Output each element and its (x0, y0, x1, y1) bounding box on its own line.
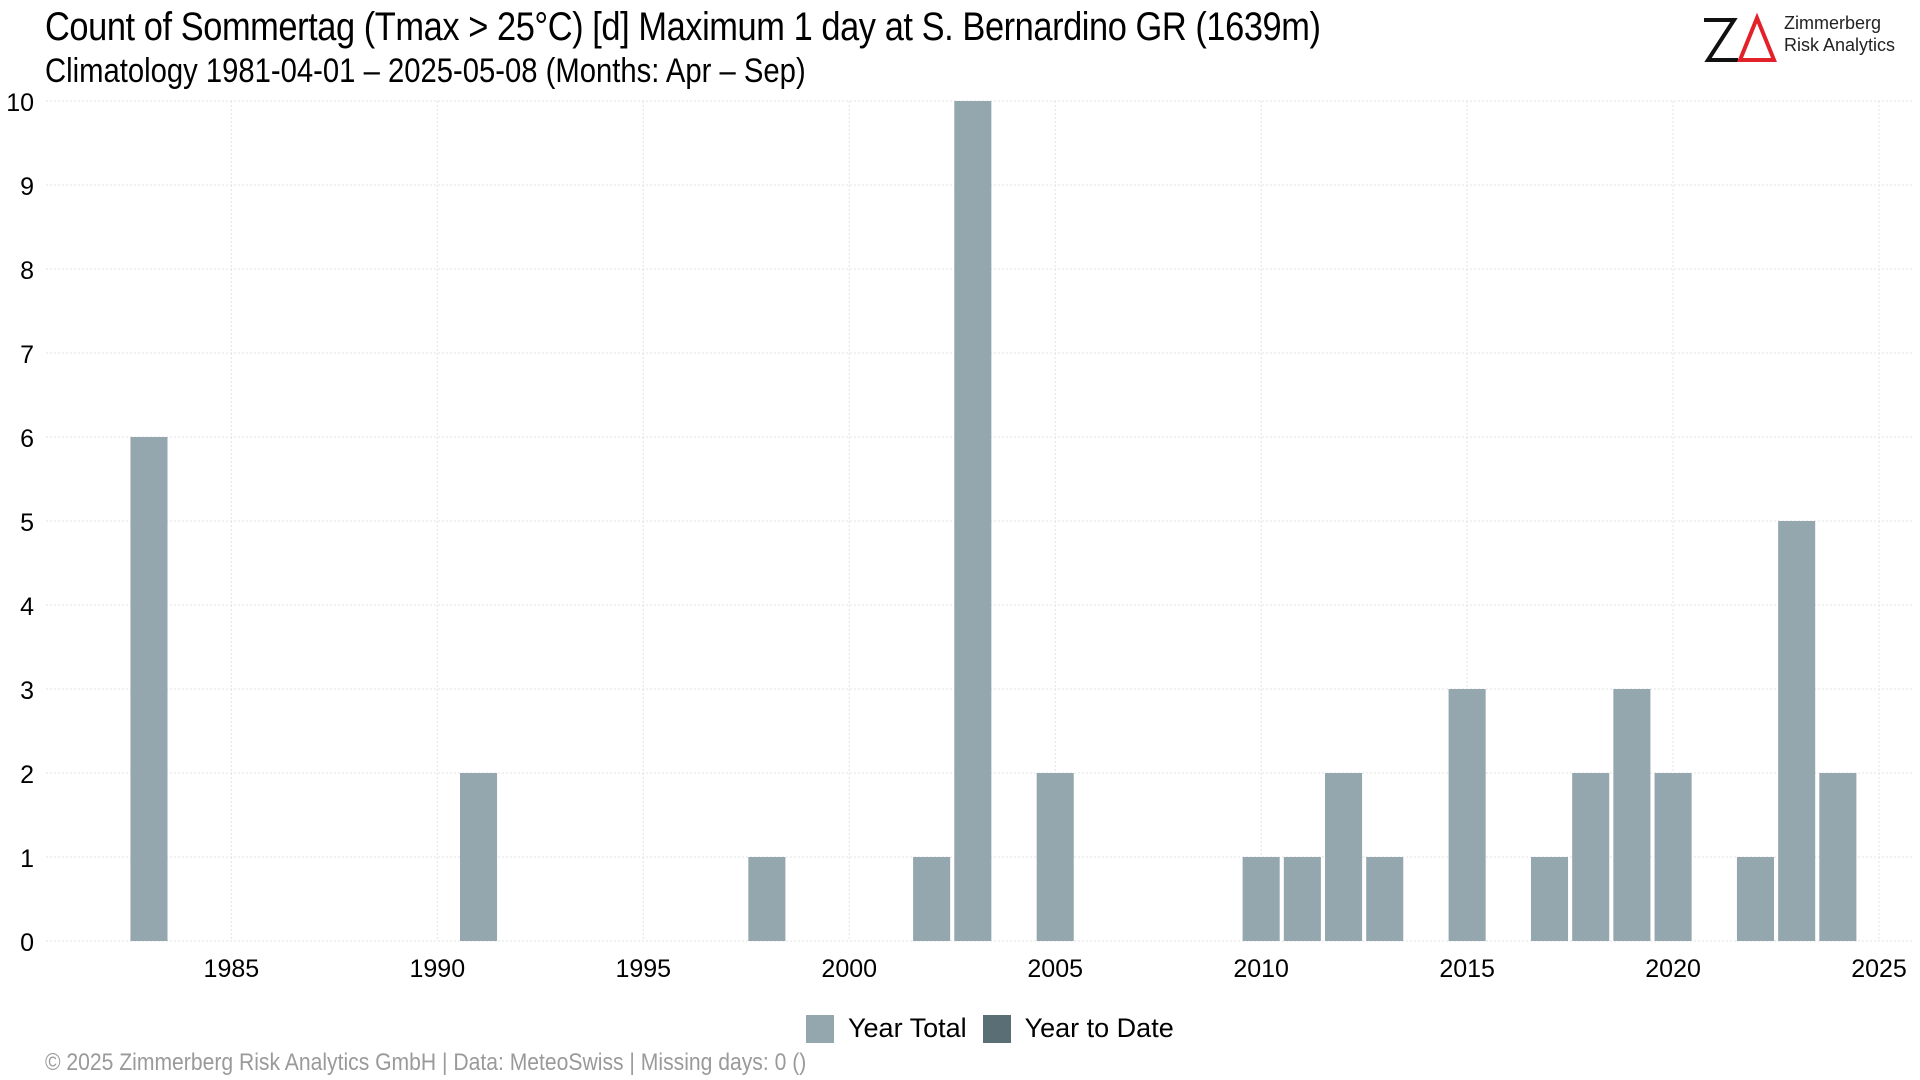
x-tick-label: 2010 (1233, 955, 1289, 983)
y-axis-ticks: 0 1 2 3 4 5 6 7 8 9 10 (6, 89, 34, 957)
bar-2024 (1819, 773, 1857, 941)
y-tick-label: 6 (20, 425, 34, 453)
x-tick-label: 2000 (821, 955, 877, 983)
x-tick-label: 1985 (204, 955, 260, 983)
y-tick-label: 9 (20, 173, 34, 201)
logo-z-mark (1704, 18, 1738, 62)
bar-2011 (1283, 857, 1321, 941)
legend-item-year-to-date: Year to Date (982, 1013, 1174, 1044)
bar-2017 (1530, 857, 1569, 941)
x-tick-label: 2025 (1851, 955, 1907, 983)
company-logo (1704, 12, 1777, 62)
x-tick-label: 2015 (1439, 955, 1495, 983)
legend-item-year-total: Year Total (806, 1013, 967, 1044)
bar-2010 (1242, 857, 1280, 941)
y-tick-label: 0 (20, 929, 34, 957)
y-tick-label: 4 (20, 593, 34, 621)
x-tick-label: 1995 (615, 955, 671, 983)
logo-delta-mark (1737, 12, 1777, 62)
bar-1983 (130, 437, 168, 941)
bar-2013 (1366, 857, 1404, 941)
legend: Year Total Year to Date (806, 1013, 1190, 1044)
x-axis-ticks: 1985 1990 1995 2000 2005 2010 2015 2020 2025 (204, 955, 1907, 983)
bar-2023 (1778, 521, 1816, 941)
y-tick-label: 2 (20, 761, 34, 789)
bar-1998 (748, 857, 786, 941)
x-tick-label: 2020 (1645, 955, 1701, 983)
chart-subtitle: Climatology 1981-04-01 – 2025-05-08 (Mon… (45, 52, 806, 90)
footer-credits: © 2025 Zimmerberg Risk Analytics GmbH | … (45, 1049, 807, 1076)
logo-line-1: Zimmerberg (1784, 13, 1882, 33)
bar-2020 (1654, 773, 1692, 941)
y-tick-label: 7 (20, 341, 34, 369)
bar-2015 (1448, 689, 1486, 941)
legend-swatch-year-total (806, 1014, 834, 1043)
y-tick-label: 8 (20, 257, 34, 285)
y-tick-label: 10 (6, 89, 34, 117)
bar-2012 (1325, 773, 1363, 941)
y-tick-label: 1 (20, 845, 34, 873)
bar-2002 (913, 857, 951, 941)
x-tick-label: 1990 (410, 955, 466, 983)
bar-2018 (1572, 773, 1610, 941)
legend-label-year-to-date: Year to Date (1024, 1013, 1174, 1043)
legend-label-year-total: Year Total (848, 1013, 967, 1043)
bar-2019 (1613, 689, 1651, 941)
y-tick-label: 5 (20, 509, 34, 537)
chart-title: Count of Sommertag (Tmax > 25°C) [d] Max… (45, 5, 1321, 49)
bar-2022 (1736, 857, 1775, 941)
x-tick-label: 2005 (1027, 955, 1083, 983)
logo-line-2: Risk Analytics (1784, 35, 1896, 55)
bar-2005 (1036, 773, 1074, 941)
logo-text: Zimmerberg Risk Analytics (1784, 12, 1895, 56)
bars (130, 101, 1857, 941)
y-tick-label: 3 (20, 677, 34, 705)
bar-2003 (954, 101, 992, 941)
legend-swatch-year-to-date (982, 1014, 1011, 1043)
bar-1991 (459, 773, 498, 941)
